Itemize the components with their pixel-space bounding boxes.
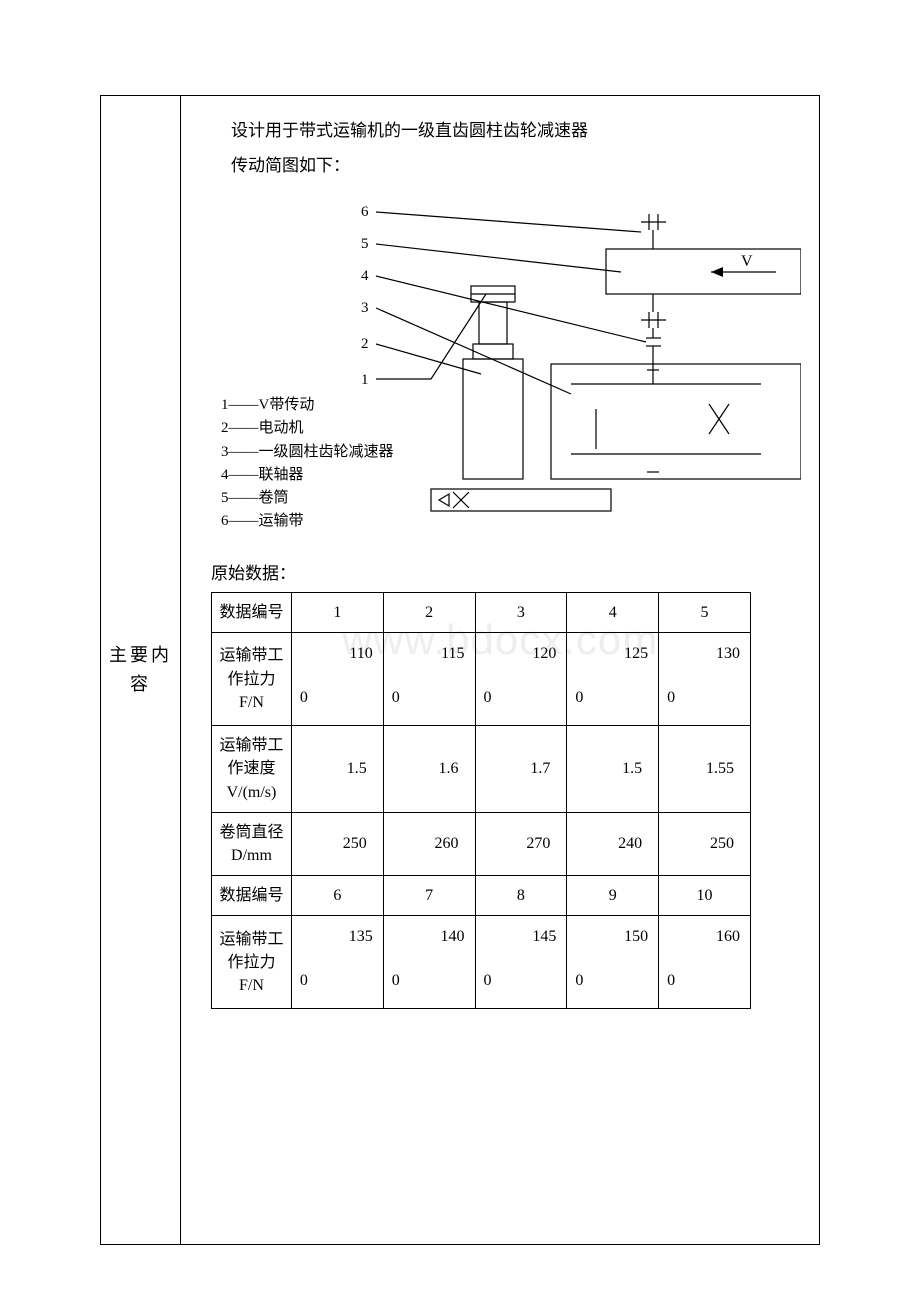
- table-cell: 1.5: [291, 726, 383, 813]
- table-row: 运输带工作拉力F/N11001150120012501300: [212, 633, 751, 726]
- legend-item-4: 4——联轴器: [221, 464, 394, 487]
- table-cell: 1300: [659, 633, 751, 726]
- table-cell: 3: [475, 593, 567, 633]
- table-cell: 1500: [567, 916, 659, 1009]
- table-cell: 250: [291, 812, 383, 875]
- table-row: 数据编号678910: [212, 876, 751, 916]
- table-cell: 1: [291, 593, 383, 633]
- table-cell: 1600: [659, 916, 751, 1009]
- callout-2: 2: [361, 336, 369, 352]
- data-table: 数据编号12345运输带工作拉力F/N11001150120012501300运…: [211, 592, 751, 1009]
- callout-1: 1: [361, 372, 369, 388]
- table-cell: 1.55: [659, 726, 751, 813]
- legend-item-5: 5——卷筒: [221, 487, 394, 510]
- table-row: 卷筒直径D/mm250260270240250: [212, 812, 751, 875]
- row-header: 运输带工作速度V/(m/s): [212, 726, 292, 813]
- table-cell: 4: [567, 593, 659, 633]
- page-title: 设计用于带式运输机的一级直齿圆柱齿轮减速器: [231, 116, 809, 141]
- table-cell: 5: [659, 593, 751, 633]
- row-header: 运输带工作拉力F/N: [212, 633, 292, 726]
- table-cell: 250: [659, 812, 751, 875]
- table-cell: 1.5: [567, 726, 659, 813]
- table-row: 运输带工作拉力F/N13501400145015001600: [212, 916, 751, 1009]
- table-cell: 1150: [383, 633, 475, 726]
- table-cell: 260: [383, 812, 475, 875]
- table-cell: 1.7: [475, 726, 567, 813]
- table-row: 运输带工作速度V/(m/s)1.51.61.71.51.55: [212, 726, 751, 813]
- table-cell: 1450: [475, 916, 567, 1009]
- table-cell: 240: [567, 812, 659, 875]
- table-cell: 7: [383, 876, 475, 916]
- legend-item-2: 2——电动机: [221, 417, 394, 440]
- table-cell: 1350: [291, 916, 383, 1009]
- callout-5: 5: [361, 236, 369, 252]
- row-header: 卷筒直径D/mm: [212, 812, 292, 875]
- table-cell: 6: [291, 876, 383, 916]
- table-cell: 10: [659, 876, 751, 916]
- page-subtitle: 传动简图如下：: [231, 151, 809, 176]
- callout-4: 4: [361, 268, 369, 284]
- transmission-diagram: V: [201, 194, 809, 534]
- row-header: 数据编号: [212, 593, 292, 633]
- callout-6: 6: [361, 204, 369, 220]
- page-frame: 主要内容 设计用于带式运输机的一级直齿圆柱齿轮减速器 传动简图如下： V: [100, 95, 820, 1245]
- table-cell: 1100: [291, 633, 383, 726]
- table-cell: 1200: [475, 633, 567, 726]
- table-cell: 8: [475, 876, 567, 916]
- arrow-label: V: [741, 253, 753, 270]
- legend-item-1: 1——V带传动: [221, 394, 394, 417]
- row-header: 运输带工作拉力F/N: [212, 916, 292, 1009]
- content-column: 设计用于带式运输机的一级直齿圆柱齿轮减速器 传动简图如下： V: [181, 96, 819, 1244]
- table-cell: 2: [383, 593, 475, 633]
- legend-item-3: 3——一级圆柱齿轮减速器: [221, 441, 394, 464]
- left-column-label: 主要内容: [101, 641, 180, 699]
- table-cell: 270: [475, 812, 567, 875]
- callout-numbers: 6 5 4 3 2 1: [361, 204, 369, 388]
- data-heading: 原始数据：: [211, 559, 809, 584]
- table-cell: 1.6: [383, 726, 475, 813]
- table-cell: 1400: [383, 916, 475, 1009]
- legend-item-6: 6——运输带: [221, 510, 394, 533]
- diagram-legend: 1——V带传动 2——电动机 3——一级圆柱齿轮减速器 4——联轴器 5——卷筒…: [221, 394, 394, 534]
- left-column: 主要内容: [101, 96, 181, 1244]
- table-cell: 1250: [567, 633, 659, 726]
- row-header: 数据编号: [212, 876, 292, 916]
- callout-3: 3: [361, 300, 369, 316]
- table-row: 数据编号12345: [212, 593, 751, 633]
- table-cell: 9: [567, 876, 659, 916]
